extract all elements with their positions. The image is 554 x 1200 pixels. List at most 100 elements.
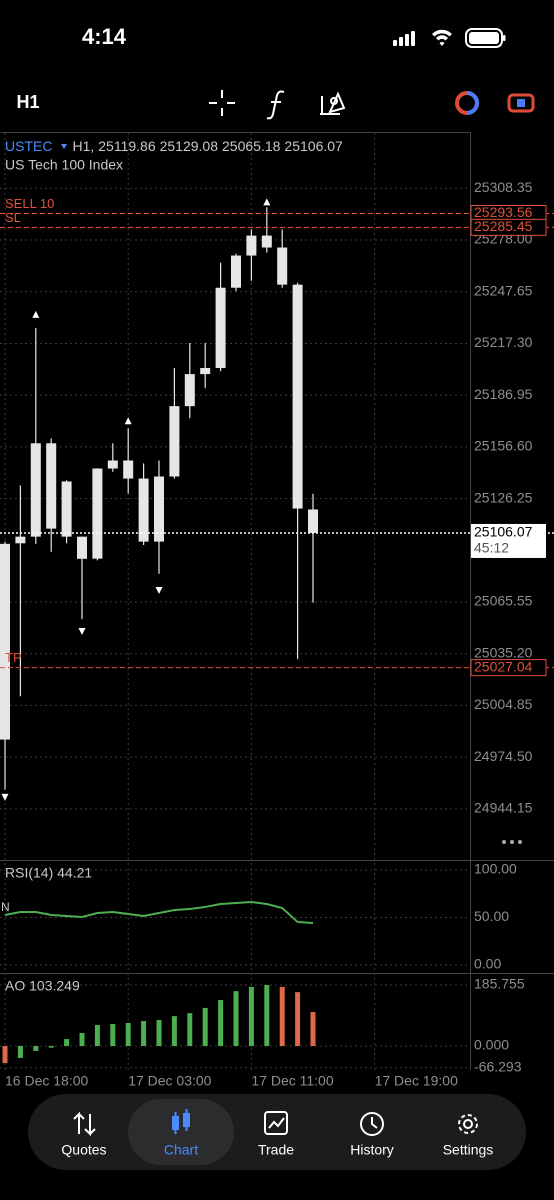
price-tag bbox=[470, 659, 547, 677]
toolbar-icons bbox=[209, 90, 535, 120]
tab-label[interactable]: Quotes bbox=[61, 1142, 106, 1158]
y-tick-label: 185.755 bbox=[474, 976, 525, 992]
histogram-bar bbox=[94, 1024, 100, 1046]
histogram-bar bbox=[2, 1045, 8, 1064]
histogram-bar bbox=[202, 1007, 208, 1046]
histogram-bar bbox=[187, 1013, 193, 1046]
y-tick-label: 50.00 bbox=[474, 908, 509, 924]
settings-icon bbox=[458, 1114, 478, 1134]
candle-body bbox=[169, 406, 180, 477]
y-tick-label: 100.00 bbox=[474, 861, 517, 877]
y-tick-label: 24944.15 bbox=[474, 800, 533, 816]
open-value: 25119.86 bbox=[98, 138, 156, 154]
tab-icons bbox=[73, 1109, 478, 1137]
timeframe: H1, bbox=[72, 138, 94, 154]
price-tag bbox=[470, 218, 547, 236]
histogram-bar bbox=[17, 1045, 23, 1058]
tab-label[interactable]: Trade bbox=[258, 1142, 294, 1158]
y-tick-label: 25156.60 bbox=[474, 438, 533, 454]
tab-bar bbox=[28, 1094, 526, 1170]
histogram-bar bbox=[264, 984, 270, 1046]
symbol: USTEC bbox=[5, 138, 52, 154]
y-tick-label: 25126.25 bbox=[474, 489, 533, 505]
timeframe-button[interactable]: H1 bbox=[16, 92, 39, 112]
candle-body bbox=[308, 509, 318, 533]
y-tick-label: -66.293 bbox=[474, 1058, 522, 1074]
y-tick-label: 25247.65 bbox=[474, 282, 533, 298]
fractal-down bbox=[1, 793, 9, 801]
more-button[interactable] bbox=[502, 840, 522, 844]
histogram-bar bbox=[64, 1039, 70, 1046]
account-button[interactable] bbox=[455, 91, 479, 115]
histogram-bar bbox=[171, 1016, 177, 1046]
fractal-up bbox=[263, 198, 271, 206]
candle-body bbox=[246, 235, 257, 256]
y-tick-label: 0.000 bbox=[474, 1037, 509, 1053]
objects-button[interactable] bbox=[320, 91, 346, 115]
price-tag-value: 25106.07 bbox=[474, 524, 533, 540]
chart-frame bbox=[0, 132, 554, 1070]
x-tick-label: 17 Dec 19:00 bbox=[375, 1073, 458, 1089]
candle-body bbox=[61, 481, 72, 537]
rsi-level-label: N bbox=[1, 900, 10, 914]
tab-labels: Quotes Chart Trade History Settings bbox=[61, 1142, 493, 1158]
candle-body bbox=[261, 235, 272, 248]
fractal-up bbox=[32, 310, 40, 318]
price-tag-value: 25285.45 bbox=[474, 218, 533, 234]
y-tick-label: 25308.35 bbox=[474, 179, 533, 195]
candle-body bbox=[92, 468, 103, 559]
histogram-bar bbox=[218, 1000, 224, 1046]
histogram-bar bbox=[156, 1020, 162, 1046]
trade-button[interactable] bbox=[507, 93, 535, 113]
y-tick-label: 0.00 bbox=[474, 956, 501, 972]
histogram-bar bbox=[295, 992, 301, 1046]
indicator-button[interactable] bbox=[266, 90, 285, 120]
tab-label[interactable]: Chart bbox=[164, 1142, 198, 1158]
chart-info: USTEC H1, 25119.86 25129.08 25065.18 25106.07 bbox=[5, 138, 343, 154]
trade-icon bbox=[264, 1111, 288, 1135]
x-tick-label: 17 Dec 11:00 bbox=[251, 1073, 333, 1089]
y-tick-label: 25065.55 bbox=[474, 593, 533, 609]
active-tab-highlight bbox=[128, 1099, 234, 1165]
x-tick-label: 17 Dec 03:00 bbox=[128, 1073, 211, 1089]
countdown: 45:12 bbox=[474, 540, 509, 556]
close-value: 25106.07 bbox=[284, 138, 343, 154]
candle-body bbox=[292, 284, 303, 509]
histogram-bar bbox=[79, 1032, 85, 1046]
candle-body bbox=[184, 374, 195, 407]
description: US Tech 100 Index bbox=[5, 157, 123, 173]
candle-body bbox=[231, 255, 241, 288]
histogram-bar bbox=[310, 1012, 316, 1046]
candle-body bbox=[77, 536, 87, 559]
candle-body bbox=[30, 443, 41, 537]
fractal-up bbox=[124, 417, 132, 425]
tab-label[interactable]: Settings bbox=[443, 1142, 494, 1158]
candle-body bbox=[0, 543, 10, 740]
histogram-bar bbox=[279, 986, 285, 1046]
y-tick-label: 25186.95 bbox=[474, 386, 533, 402]
chart-icon bbox=[172, 1109, 190, 1134]
indicator-line bbox=[4, 900, 314, 924]
crosshair-button[interactable] bbox=[209, 90, 235, 116]
candle-body bbox=[123, 460, 134, 479]
history-icon bbox=[360, 1112, 384, 1136]
rsi-title: RSI(14) 44.21 bbox=[5, 865, 92, 881]
tab-label[interactable]: History bbox=[350, 1142, 394, 1158]
price-tag-value: 25293.56 bbox=[474, 204, 533, 220]
candle-body bbox=[277, 247, 288, 285]
high-value: 25129.08 bbox=[160, 138, 219, 154]
candle-body bbox=[154, 476, 164, 542]
price-level-name: SELL 10 bbox=[5, 196, 54, 211]
status-time: 4:14 bbox=[82, 24, 127, 49]
x-tick-label: 16 Dec 18:00 bbox=[5, 1073, 88, 1089]
histogram-bar bbox=[248, 986, 254, 1046]
fractal-down bbox=[155, 586, 163, 594]
histogram-bar bbox=[141, 1021, 147, 1046]
symbol-dropdown[interactable] bbox=[61, 144, 67, 149]
price-tag-value: 25027.04 bbox=[474, 658, 533, 674]
y-tick-label: 25004.85 bbox=[474, 696, 533, 712]
candle-body bbox=[46, 443, 57, 529]
y-tick-label: 24974.50 bbox=[474, 748, 533, 764]
